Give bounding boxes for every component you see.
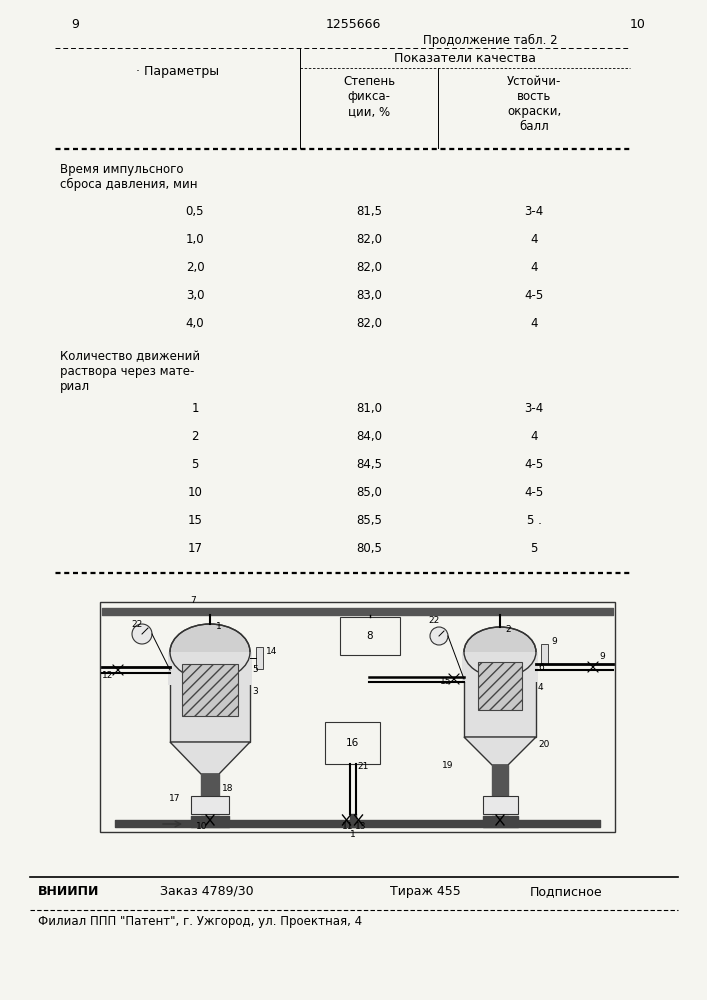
Text: 4: 4 — [530, 430, 538, 443]
Text: 4,0: 4,0 — [186, 317, 204, 330]
Bar — [182, 664, 238, 716]
Text: 5: 5 — [252, 665, 258, 674]
Text: 85,5: 85,5 — [356, 514, 382, 527]
Bar — [168, 652, 252, 685]
Ellipse shape — [170, 624, 250, 680]
Text: 9: 9 — [71, 18, 79, 31]
Bar — [100, 602, 615, 832]
Text: Количество движений
раствора через мате-
риал: Количество движений раствора через мате-… — [60, 350, 200, 393]
Text: 9: 9 — [599, 652, 604, 661]
Text: 9: 9 — [551, 637, 556, 646]
Text: Степень
фикса-
ции, %: Степень фикса- ции, % — [343, 75, 395, 118]
Text: Устойчи-
вость
окраски,
балл: Устойчи- вость окраски, балл — [507, 75, 561, 133]
Text: 16: 16 — [346, 738, 359, 748]
Bar — [541, 644, 548, 664]
Text: 0,5: 0,5 — [186, 205, 204, 218]
Text: 80,5: 80,5 — [356, 542, 382, 555]
Text: 15: 15 — [440, 677, 452, 686]
Polygon shape — [170, 742, 250, 774]
Text: 10: 10 — [630, 18, 646, 31]
Text: 1,0: 1,0 — [186, 233, 204, 246]
Text: 4: 4 — [530, 261, 538, 274]
Text: 84,0: 84,0 — [356, 430, 382, 443]
Text: Время импульсного
сброса давления, мин: Время импульсного сброса давления, мин — [60, 163, 197, 191]
Text: 10: 10 — [187, 486, 202, 499]
Text: 81,5: 81,5 — [356, 205, 382, 218]
Bar — [462, 652, 538, 682]
Text: 17: 17 — [187, 542, 202, 555]
Text: 22: 22 — [132, 620, 143, 629]
Text: 82,0: 82,0 — [356, 233, 382, 246]
Text: 10: 10 — [197, 822, 208, 831]
Text: 4: 4 — [538, 683, 544, 692]
Text: 1: 1 — [192, 402, 199, 415]
Text: 4: 4 — [530, 317, 538, 330]
Text: Тираж 455: Тираж 455 — [390, 885, 461, 898]
Text: 12: 12 — [103, 671, 114, 680]
Text: · Параметры: · Параметры — [136, 66, 219, 79]
Text: 3-4: 3-4 — [525, 205, 544, 218]
Text: Подписное: Подписное — [530, 885, 602, 898]
Text: Заказ 4789/30: Заказ 4789/30 — [160, 885, 254, 898]
Bar — [478, 662, 522, 710]
Text: 5: 5 — [192, 458, 199, 471]
Text: 1255666: 1255666 — [325, 18, 380, 31]
Text: 7: 7 — [190, 596, 196, 605]
Ellipse shape — [464, 627, 536, 677]
Text: 11: 11 — [341, 822, 354, 831]
Text: 2: 2 — [505, 625, 510, 634]
Text: 3: 3 — [252, 687, 258, 696]
Text: 81,0: 81,0 — [356, 402, 382, 415]
Text: 4: 4 — [530, 233, 538, 246]
Text: 3,0: 3,0 — [186, 289, 204, 302]
Text: ВНИИПИ: ВНИИПИ — [38, 885, 100, 898]
Text: 4-5: 4-5 — [525, 458, 544, 471]
Polygon shape — [464, 737, 536, 765]
Text: 82,0: 82,0 — [356, 261, 382, 274]
Text: 84,5: 84,5 — [356, 458, 382, 471]
Text: 4-5: 4-5 — [525, 289, 544, 302]
Text: 2: 2 — [192, 430, 199, 443]
Text: 18: 18 — [222, 784, 233, 793]
Bar — [340, 617, 400, 655]
Text: 85,0: 85,0 — [356, 486, 382, 499]
Text: 13: 13 — [355, 822, 366, 831]
Text: 1: 1 — [216, 622, 222, 631]
Text: 17: 17 — [169, 794, 180, 803]
Text: 4-5: 4-5 — [525, 486, 544, 499]
Text: 3-4: 3-4 — [525, 402, 544, 415]
Text: Филиал ППП "Патент", г. Ужгород, ул. Проектная, 4: Филиал ППП "Патент", г. Ужгород, ул. Про… — [38, 915, 362, 928]
Text: 6: 6 — [538, 663, 544, 672]
Text: 5: 5 — [530, 542, 538, 555]
Text: 14: 14 — [266, 647, 277, 656]
Text: 21: 21 — [358, 762, 369, 771]
Bar — [170, 652, 250, 742]
Circle shape — [430, 627, 448, 645]
Bar — [464, 652, 536, 737]
Text: 5 .: 5 . — [527, 514, 542, 527]
Text: Показатели качества: Показатели качества — [394, 51, 536, 64]
Text: 19: 19 — [442, 761, 453, 770]
Text: 15: 15 — [187, 514, 202, 527]
Circle shape — [132, 624, 152, 644]
Text: 20: 20 — [538, 740, 549, 749]
Text: 22: 22 — [428, 616, 440, 625]
Bar — [325, 722, 380, 764]
Bar — [482, 796, 518, 814]
Text: Продолжение табл. 2: Продолжение табл. 2 — [423, 34, 557, 47]
Bar — [191, 796, 229, 814]
Text: 83,0: 83,0 — [356, 289, 382, 302]
Text: 8: 8 — [367, 631, 373, 641]
Text: 2,0: 2,0 — [186, 261, 204, 274]
Text: 1: 1 — [350, 830, 356, 839]
Text: 82,0: 82,0 — [356, 317, 382, 330]
Bar — [256, 647, 263, 669]
